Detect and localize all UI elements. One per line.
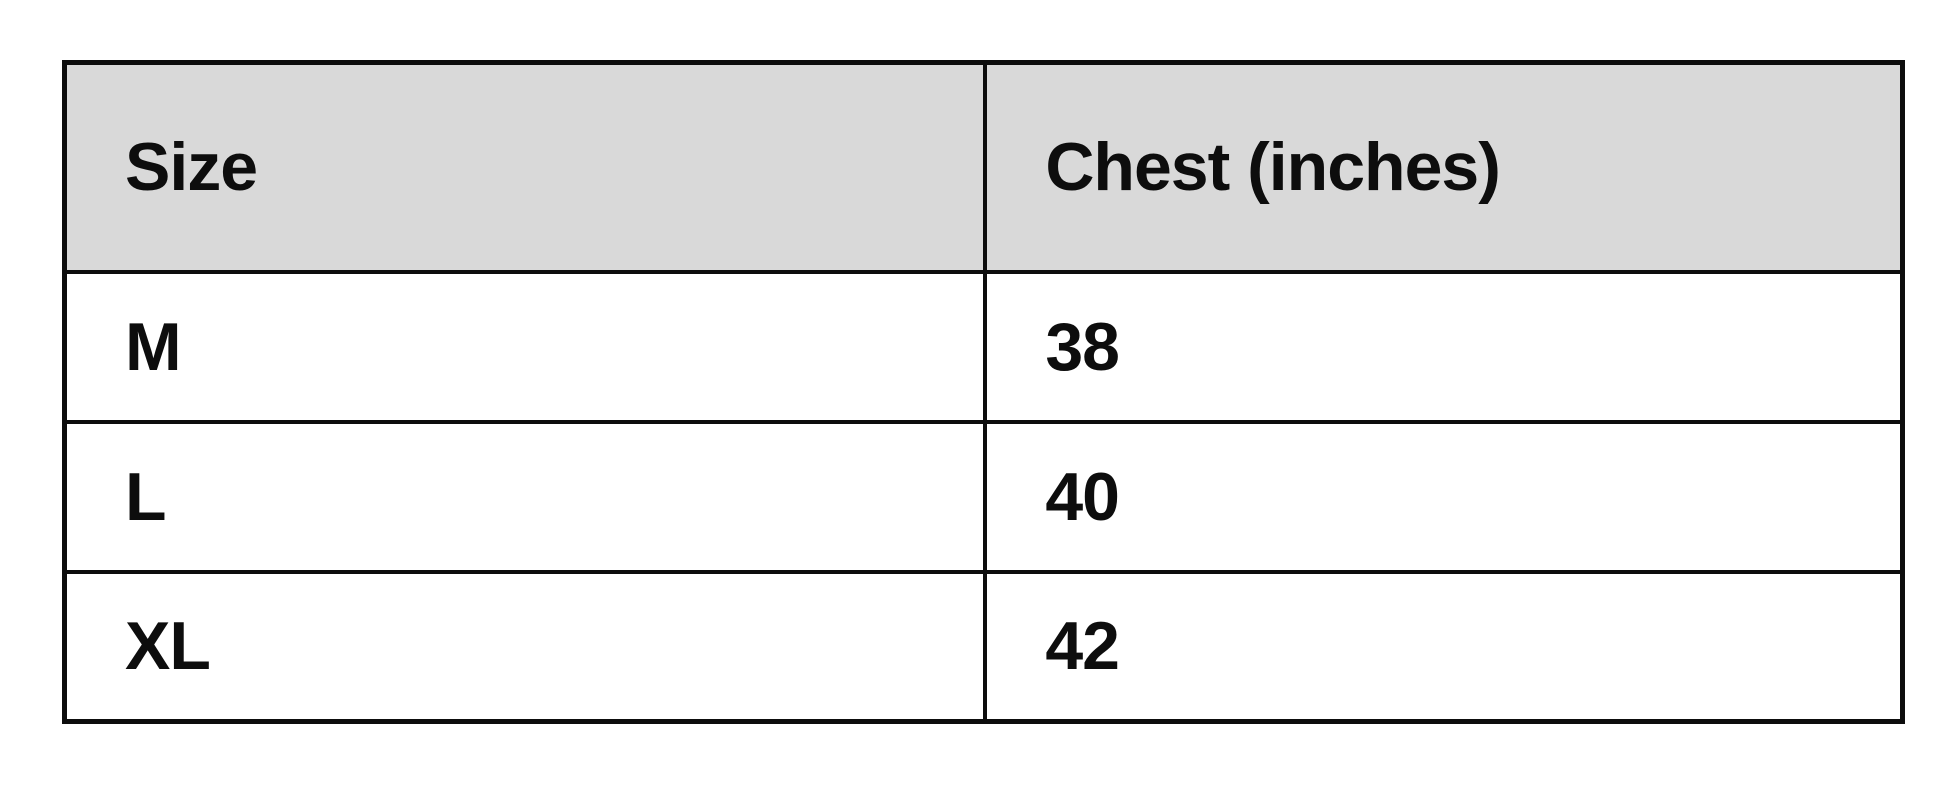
table-row: XL 42 — [62, 569, 1905, 724]
size-cell: M — [62, 269, 988, 424]
column-header-size: Size — [62, 60, 988, 274]
table-header-row: Size Chest (inches) — [62, 60, 1905, 274]
size-cell: XL — [62, 569, 988, 724]
chest-cell: 42 — [983, 569, 1905, 724]
column-header-chest: Chest (inches) — [983, 60, 1905, 274]
chest-cell: 38 — [983, 269, 1905, 424]
size-cell: L — [62, 419, 988, 574]
table-row: M 38 — [62, 269, 1905, 424]
table-row: L 40 — [62, 419, 1905, 574]
chest-cell: 40 — [983, 419, 1905, 574]
size-chart-table: Size Chest (inches) M 38 L 40 XL 42 — [62, 60, 1905, 724]
